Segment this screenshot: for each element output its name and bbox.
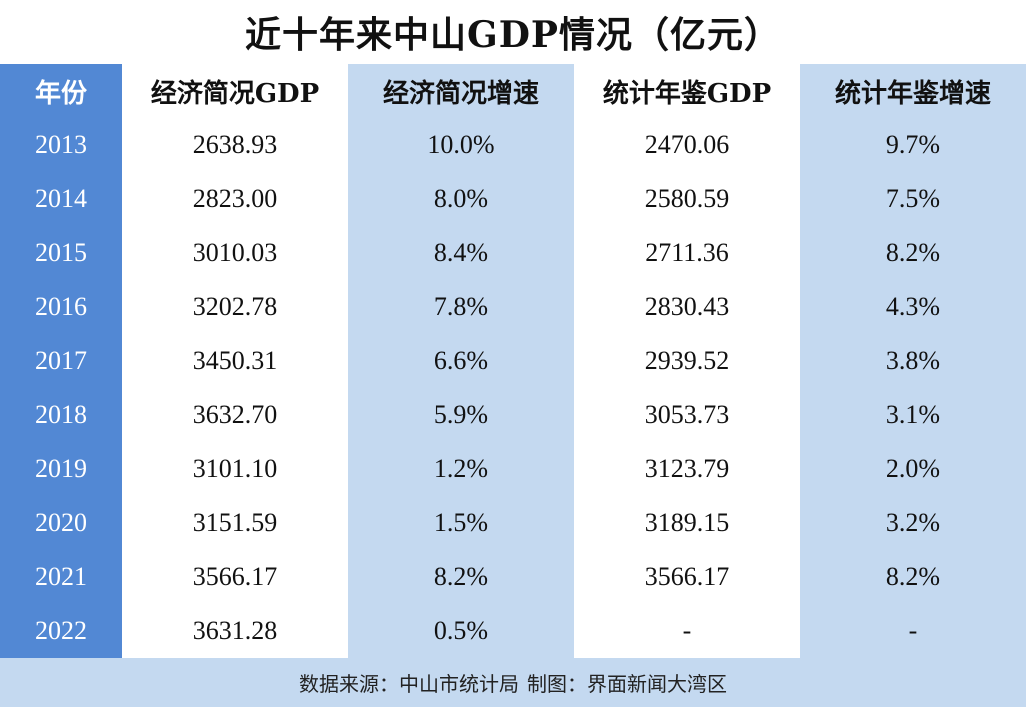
credit-text: 制图：界面新闻大湾区 [527,672,727,696]
column-year: 年份 2013 2014 2015 2016 2017 2018 2019 20… [0,64,122,658]
gdp-table: 年份 2013 2014 2015 2016 2017 2018 2019 20… [0,64,1026,658]
data-source-text: 数据来源：中山市统计局 [299,672,519,696]
yearbook-gdp-cell: 3123.79 [644,454,730,483]
header-yearbook-gdp: 统计年鉴GDP [602,78,772,109]
economic-gdp-cell: 3632.70 [192,400,278,429]
header-yearbook-growth: 统计年鉴增速 [834,78,991,109]
year-cell: 2022 [35,616,87,645]
yearbook-growth-cell: 7.5% [885,184,941,213]
header-economic-growth: 经济简况增速 [382,78,539,109]
economic-growth-cell: 8.2% [433,562,489,591]
yearbook-gdp-cell: - [682,616,692,645]
economic-growth-cell: 8.4% [433,238,489,267]
year-cell: 2015 [35,238,87,267]
yearbook-growth-cell: 8.2% [885,238,941,267]
economic-gdp-cell: 3566.17 [192,562,278,591]
yearbook-gdp-cell: 2580.59 [644,184,730,213]
economic-gdp-cell: 3631.28 [192,616,278,645]
yearbook-growth-cell: 3.8% [885,346,941,375]
year-cell: 2016 [35,292,87,321]
economic-growth-cell: 7.8% [433,292,489,321]
yearbook-gdp-cell: 2830.43 [644,292,730,321]
column-economic-gdp: 经济简况GDP 2638.93 2823.00 3010.03 3202.78 … [122,64,348,658]
economic-gdp-cell: 3450.31 [192,346,278,375]
yearbook-gdp-cell: 3566.17 [644,562,730,591]
economic-gdp-cell: 3101.10 [192,454,278,483]
economic-gdp-cell: 3202.78 [192,292,278,321]
yearbook-gdp-cell: 3053.73 [644,400,730,429]
economic-growth-cell: 10.0% [427,130,495,159]
economic-growth-cell: 1.5% [433,508,489,537]
column-economic-growth: 经济简况增速 10.0% 8.0% 8.4% 7.8% 6.6% 5.9% 1.… [348,64,574,658]
economic-gdp-cell: 3010.03 [192,238,278,267]
yearbook-gdp-cell: 2711.36 [645,238,729,267]
header-year: 年份 [34,78,87,109]
economic-gdp-cell: 3151.59 [192,508,278,537]
yearbook-growth-cell: 3.2% [885,508,941,537]
economic-growth-cell: 1.2% [433,454,489,483]
yearbook-growth-cell: 9.7% [885,130,941,159]
page-title: 近十年来中山GDP情况（亿元） [244,14,782,56]
economic-growth-cell: 8.0% [433,184,489,213]
economic-growth-cell: 5.9% [433,400,489,429]
yearbook-growth-cell: 2.0% [885,454,941,483]
year-cell: 2014 [35,184,87,213]
economic-growth-cell: 0.5% [433,616,489,645]
yearbook-growth-cell: 4.3% [885,292,941,321]
column-yearbook-gdp: 统计年鉴GDP 2470.06 2580.59 2711.36 2830.43 … [574,64,800,658]
header-economic-gdp: 经济简况GDP [150,78,320,109]
yearbook-gdp-cell: 2470.06 [644,130,730,159]
yearbook-growth-cell: - [908,616,918,645]
year-cell: 2021 [35,562,87,591]
economic-gdp-cell: 2823.00 [192,184,278,213]
year-cell: 2019 [35,454,87,483]
year-cell: 2017 [35,346,87,375]
yearbook-gdp-cell: 2939.52 [644,346,730,375]
footer-source: 数据来源：中山市统计局 制图：界面新闻大湾区 [0,658,1026,707]
year-cell: 2013 [35,130,87,159]
economic-growth-cell: 6.6% [433,346,489,375]
year-cell: 2018 [35,400,87,429]
economic-gdp-cell: 2638.93 [192,130,278,159]
yearbook-growth-cell: 3.1% [885,400,941,429]
yearbook-gdp-cell: 3189.15 [644,508,730,537]
year-cell: 2020 [35,508,87,537]
yearbook-growth-cell: 8.2% [885,562,941,591]
column-yearbook-growth: 统计年鉴增速 9.7% 7.5% 8.2% 4.3% 3.8% 3.1% 2.0… [800,64,1026,658]
